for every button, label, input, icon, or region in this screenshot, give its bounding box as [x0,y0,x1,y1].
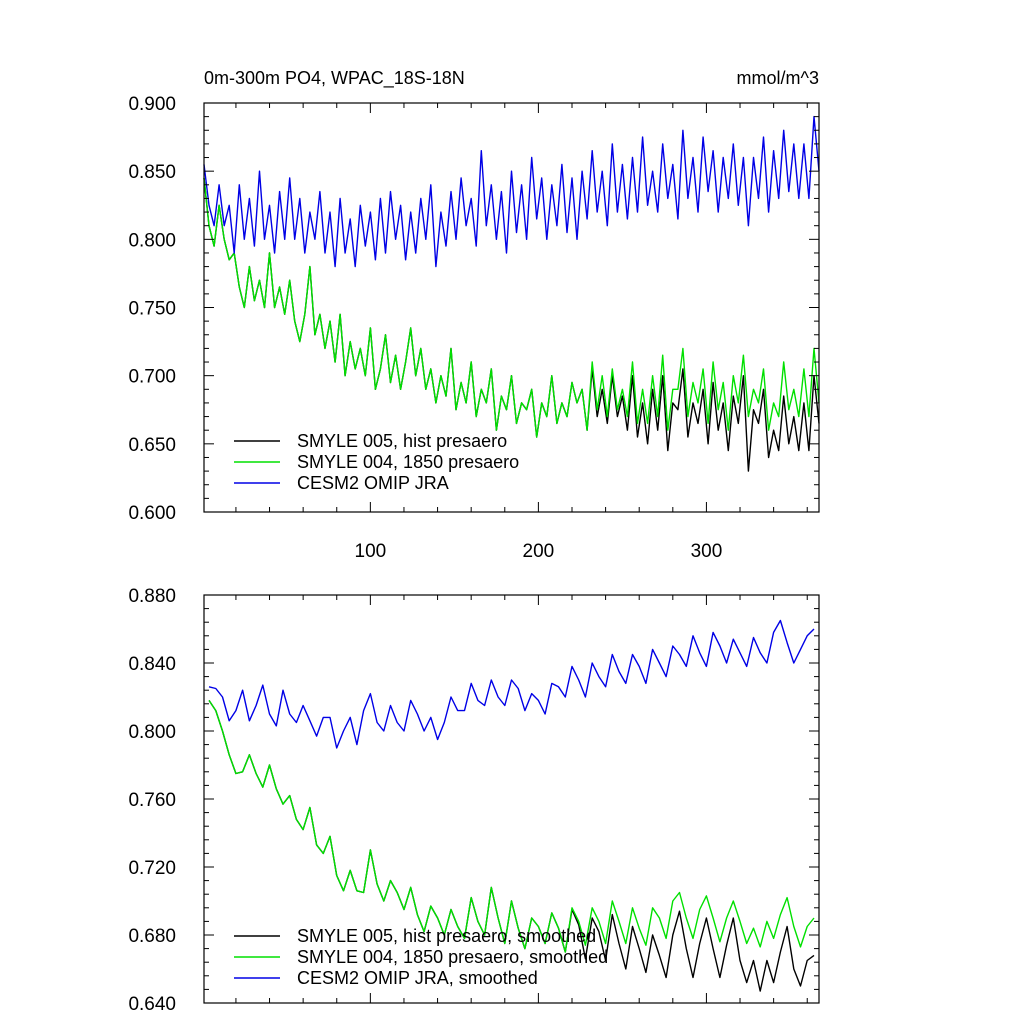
legend-label: SMYLE 004, 1850 presaero, smoothed [297,947,608,967]
y-tick-label: 0.880 [128,586,176,607]
bottom-panel: 0.640 0.680 0.720 0.760 0.800 0.840 0.880 SMYL… [128,586,820,1015]
legend-label: SMYLE 005, hist presaero [297,431,507,451]
x-tick-label: 200 [523,541,555,562]
y-tick-label: 0.760 [128,790,176,811]
top-panel-units: mmol/m^3 [737,68,819,88]
x-tick-label: 100 [355,541,387,562]
bottom-panel-series [208,619,815,992]
y-tick-label: 0.650 [128,435,176,456]
y-tick-label: 0.840 [128,654,176,675]
y-tick-label: 0.850 [128,162,176,183]
y-tick-label: 0.600 [128,503,176,524]
series-line-smyle-004-1850-presaero [203,177,820,438]
series-line-cesm2-omip-jra-smoothed [208,619,815,749]
legend-label: CESM2 OMIP JRA [297,473,449,493]
legend-label: SMYLE 004, 1850 presaero [297,452,519,472]
y-tick-label: 0.720 [128,858,176,879]
series-line-cesm2-omip-jra [203,115,820,268]
top-panel: 0m-300m PO4, WPAC_18S-18N mmol/m^3 0.600… [128,68,820,562]
top-panel-axes: 0.600 0.650 0.700 0.750 0.800 0.850 0.900 100 20… [128,94,820,562]
x-tick-label: 300 [691,541,723,562]
legend-label: SMYLE 005, hist presaero, smoothed [297,926,596,946]
series-line-smyle-004-1850-presaero-smoothed [208,700,815,953]
y-tick-label: 0.800 [128,722,176,743]
bottom-panel-axes: 0.640 0.680 0.720 0.760 0.800 0.840 0.880 [128,586,820,1015]
y-tick-label: 0.700 [128,367,176,388]
y-tick-label: 0.800 [128,230,176,251]
y-tick-label: 0.750 [128,299,176,320]
top-panel-title: 0m-300m PO4, WPAC_18S-18N [204,68,465,89]
y-tick-label: 0.680 [128,926,176,947]
top-panel-series [203,115,820,472]
y-tick-label: 0.900 [128,94,176,115]
legend-label: CESM2 OMIP JRA, smoothed [297,968,538,988]
bottom-panel-legend: SMYLE 005, hist presaero, smoothedSMYLE … [234,926,608,988]
y-tick-label: 0.640 [128,994,176,1015]
